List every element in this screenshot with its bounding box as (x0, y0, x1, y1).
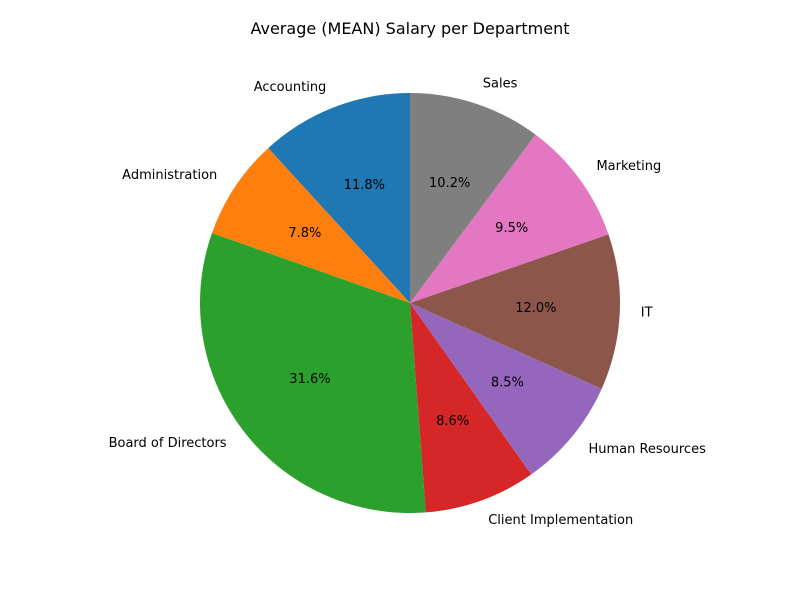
slice-label-human-resources: Human Resources (588, 442, 706, 457)
pct-label-human-resources: 8.5% (491, 376, 524, 391)
pie-slice-human-resources (410, 303, 602, 475)
slice-label-it: IT (641, 306, 653, 321)
slice-label-client-implementation: Client Implementation (488, 513, 633, 528)
pie-slice-board-of-directors (200, 233, 426, 514)
chart-title: Average (MEAN) Salary per Department (250, 19, 569, 38)
pct-label-board-of-directors: 31.6% (289, 372, 330, 387)
slice-label-sales: Sales (483, 76, 518, 91)
pie-slice-accounting (268, 93, 410, 303)
pct-label-accounting: 11.8% (344, 178, 385, 193)
slice-label-board-of-directors: Board of Directors (109, 436, 227, 451)
slice-label-administration: Administration (122, 168, 217, 183)
pie-slice-marketing (410, 134, 609, 303)
pct-label-it: 12.0% (515, 301, 556, 316)
pie-slice-client-implementation (410, 303, 532, 513)
pct-label-marketing: 9.5% (495, 221, 528, 236)
pct-label-client-implementation: 8.6% (436, 414, 469, 429)
pct-label-sales: 10.2% (429, 176, 470, 191)
pie-slice-sales (410, 93, 536, 303)
pie-labels: Accounting 11.8% Administration 7.8% Board o… (109, 76, 706, 528)
slice-label-accounting: Accounting (254, 80, 327, 95)
pie-slice-administration (211, 148, 410, 303)
pct-label-administration: 7.8% (288, 226, 321, 241)
pie-slice-it (410, 234, 620, 389)
pie-slices (200, 93, 620, 514)
slice-label-marketing: Marketing (596, 159, 661, 174)
